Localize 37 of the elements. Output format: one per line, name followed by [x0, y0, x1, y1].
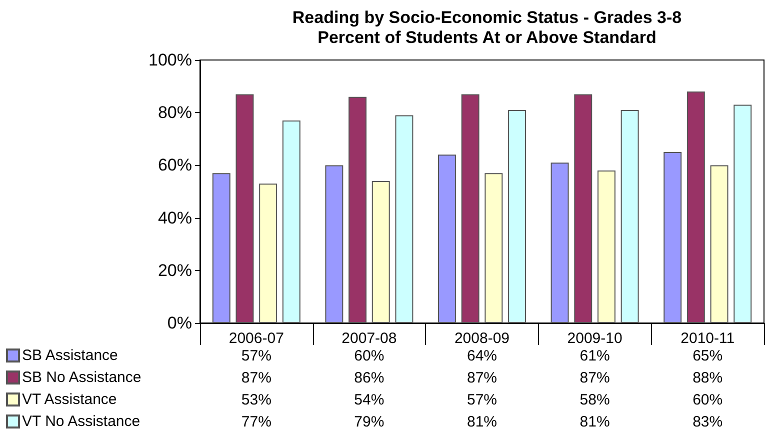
x-tick-label: 2010-11	[680, 330, 735, 347]
chart-title: Reading by Socio-Economic Status - Grades 3-8	[292, 8, 682, 27]
data-label: 77%	[241, 414, 272, 430]
data-label: 86%	[354, 370, 384, 386]
data-label: 61%	[580, 348, 610, 364]
x-tick-label: 2006-07	[228, 330, 284, 347]
legend-label: VT No Assistance	[22, 413, 140, 430]
y-tick-label: 40%	[158, 208, 192, 228]
data-label: 60%	[692, 392, 723, 408]
legend-label: VT Assistance	[22, 391, 117, 408]
legend-label: SB No Assistance	[22, 369, 142, 386]
y-tick-label: 60%	[158, 156, 192, 175]
data-label: 60%	[354, 348, 384, 364]
chart-subtitle: Percent of Students At or Above Standard	[318, 28, 656, 47]
data-label: 81%	[580, 414, 610, 430]
data-label: 57%	[466, 392, 498, 408]
data-label: 83%	[692, 414, 723, 430]
y-tick-label: 80%	[158, 103, 192, 122]
data-label: 81%	[466, 414, 498, 430]
y-tick-label: 20%	[158, 260, 192, 280]
data-label: 64%	[466, 348, 498, 364]
data-label: 87%	[580, 370, 610, 386]
data-label: 54%	[354, 392, 384, 408]
data-label: 57%	[241, 348, 272, 364]
x-tick-label: 2008-09	[454, 330, 510, 347]
data-label: 58%	[580, 392, 610, 408]
data-label: 53%	[241, 392, 272, 408]
legend-label: SB Assistance	[22, 347, 118, 364]
data-label: 79%	[354, 414, 384, 430]
data-label: 87%	[466, 370, 498, 386]
data-label: 88%	[692, 370, 723, 386]
y-tick-label: 0%	[167, 314, 192, 332]
y-tick-label: 100%	[148, 50, 192, 70]
data-label: 87%	[241, 370, 272, 386]
x-tick-label: 2007-08	[342, 330, 397, 347]
x-tick-label: 2009-10	[567, 330, 622, 347]
data-label: 65%	[692, 348, 723, 364]
